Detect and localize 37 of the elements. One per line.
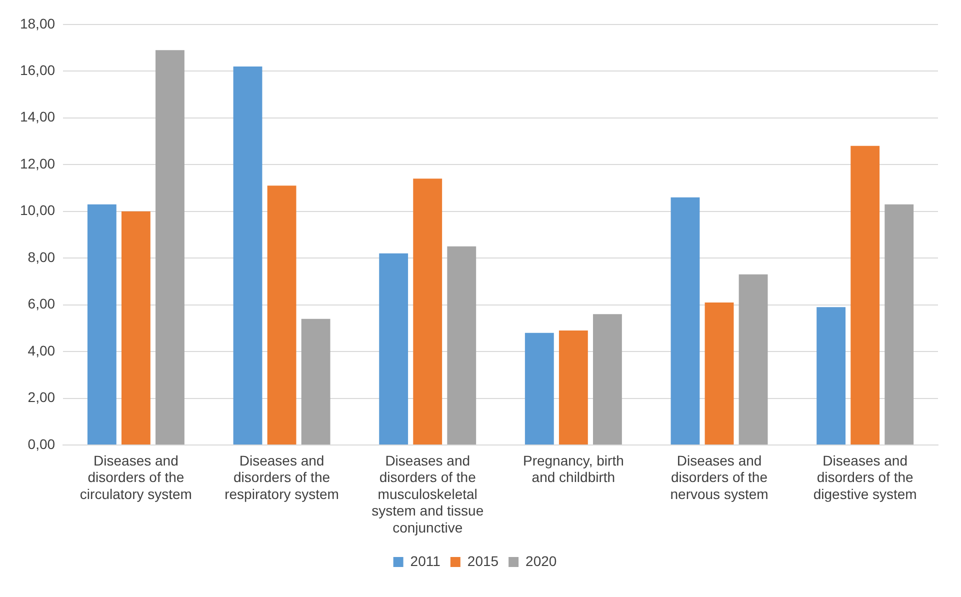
bar (233, 66, 262, 444)
bar (592, 314, 622, 444)
bar (87, 204, 116, 444)
x-tick-label: Diseases and disorders of the musculoskeletal system and tissue conjunctive (372, 452, 484, 536)
bar (816, 307, 846, 444)
y-tick-label: 2,00 (28, 389, 56, 406)
bar (850, 146, 880, 444)
bar (738, 274, 768, 444)
bar (447, 246, 476, 444)
bar (156, 50, 184, 444)
y-tick-label: 0,00 (28, 436, 56, 452)
bar (301, 318, 330, 444)
y-tick-label: 4,00 (28, 342, 56, 358)
y-tick-label: 12,00 (20, 155, 56, 172)
x-tick-label: Diseases and disorders of the respiratory system (224, 452, 339, 502)
bar (558, 330, 588, 444)
y-tick-label: 10,00 (20, 202, 56, 218)
x-tick-label: Diseases and disorders of the nervous system (670, 452, 768, 502)
bar (379, 253, 408, 444)
y-tick-label: 6,00 (28, 296, 56, 312)
bar (670, 197, 700, 444)
y-tick-label: 16,00 (20, 62, 56, 78)
legend-label: 2015 (467, 552, 499, 569)
bar (121, 211, 150, 444)
x-tick-label: Pregnancy, birth and childbirth (522, 452, 624, 486)
y-tick-label: 8,00 (28, 248, 56, 265)
bar (413, 178, 442, 444)
bar (267, 186, 296, 444)
y-tick-label: 18,00 (20, 15, 56, 32)
y-tick-label: 14,00 (20, 108, 56, 125)
bar (704, 302, 734, 444)
legend-label: 2011 (410, 552, 441, 569)
legend-label: 2020 (526, 552, 557, 569)
bar (884, 204, 914, 444)
x-tick-label: Diseases and disorders of the digestive system (813, 452, 917, 502)
bar (524, 332, 554, 444)
x-tick-label: Diseases and disorders of the circulatory system (80, 452, 192, 502)
